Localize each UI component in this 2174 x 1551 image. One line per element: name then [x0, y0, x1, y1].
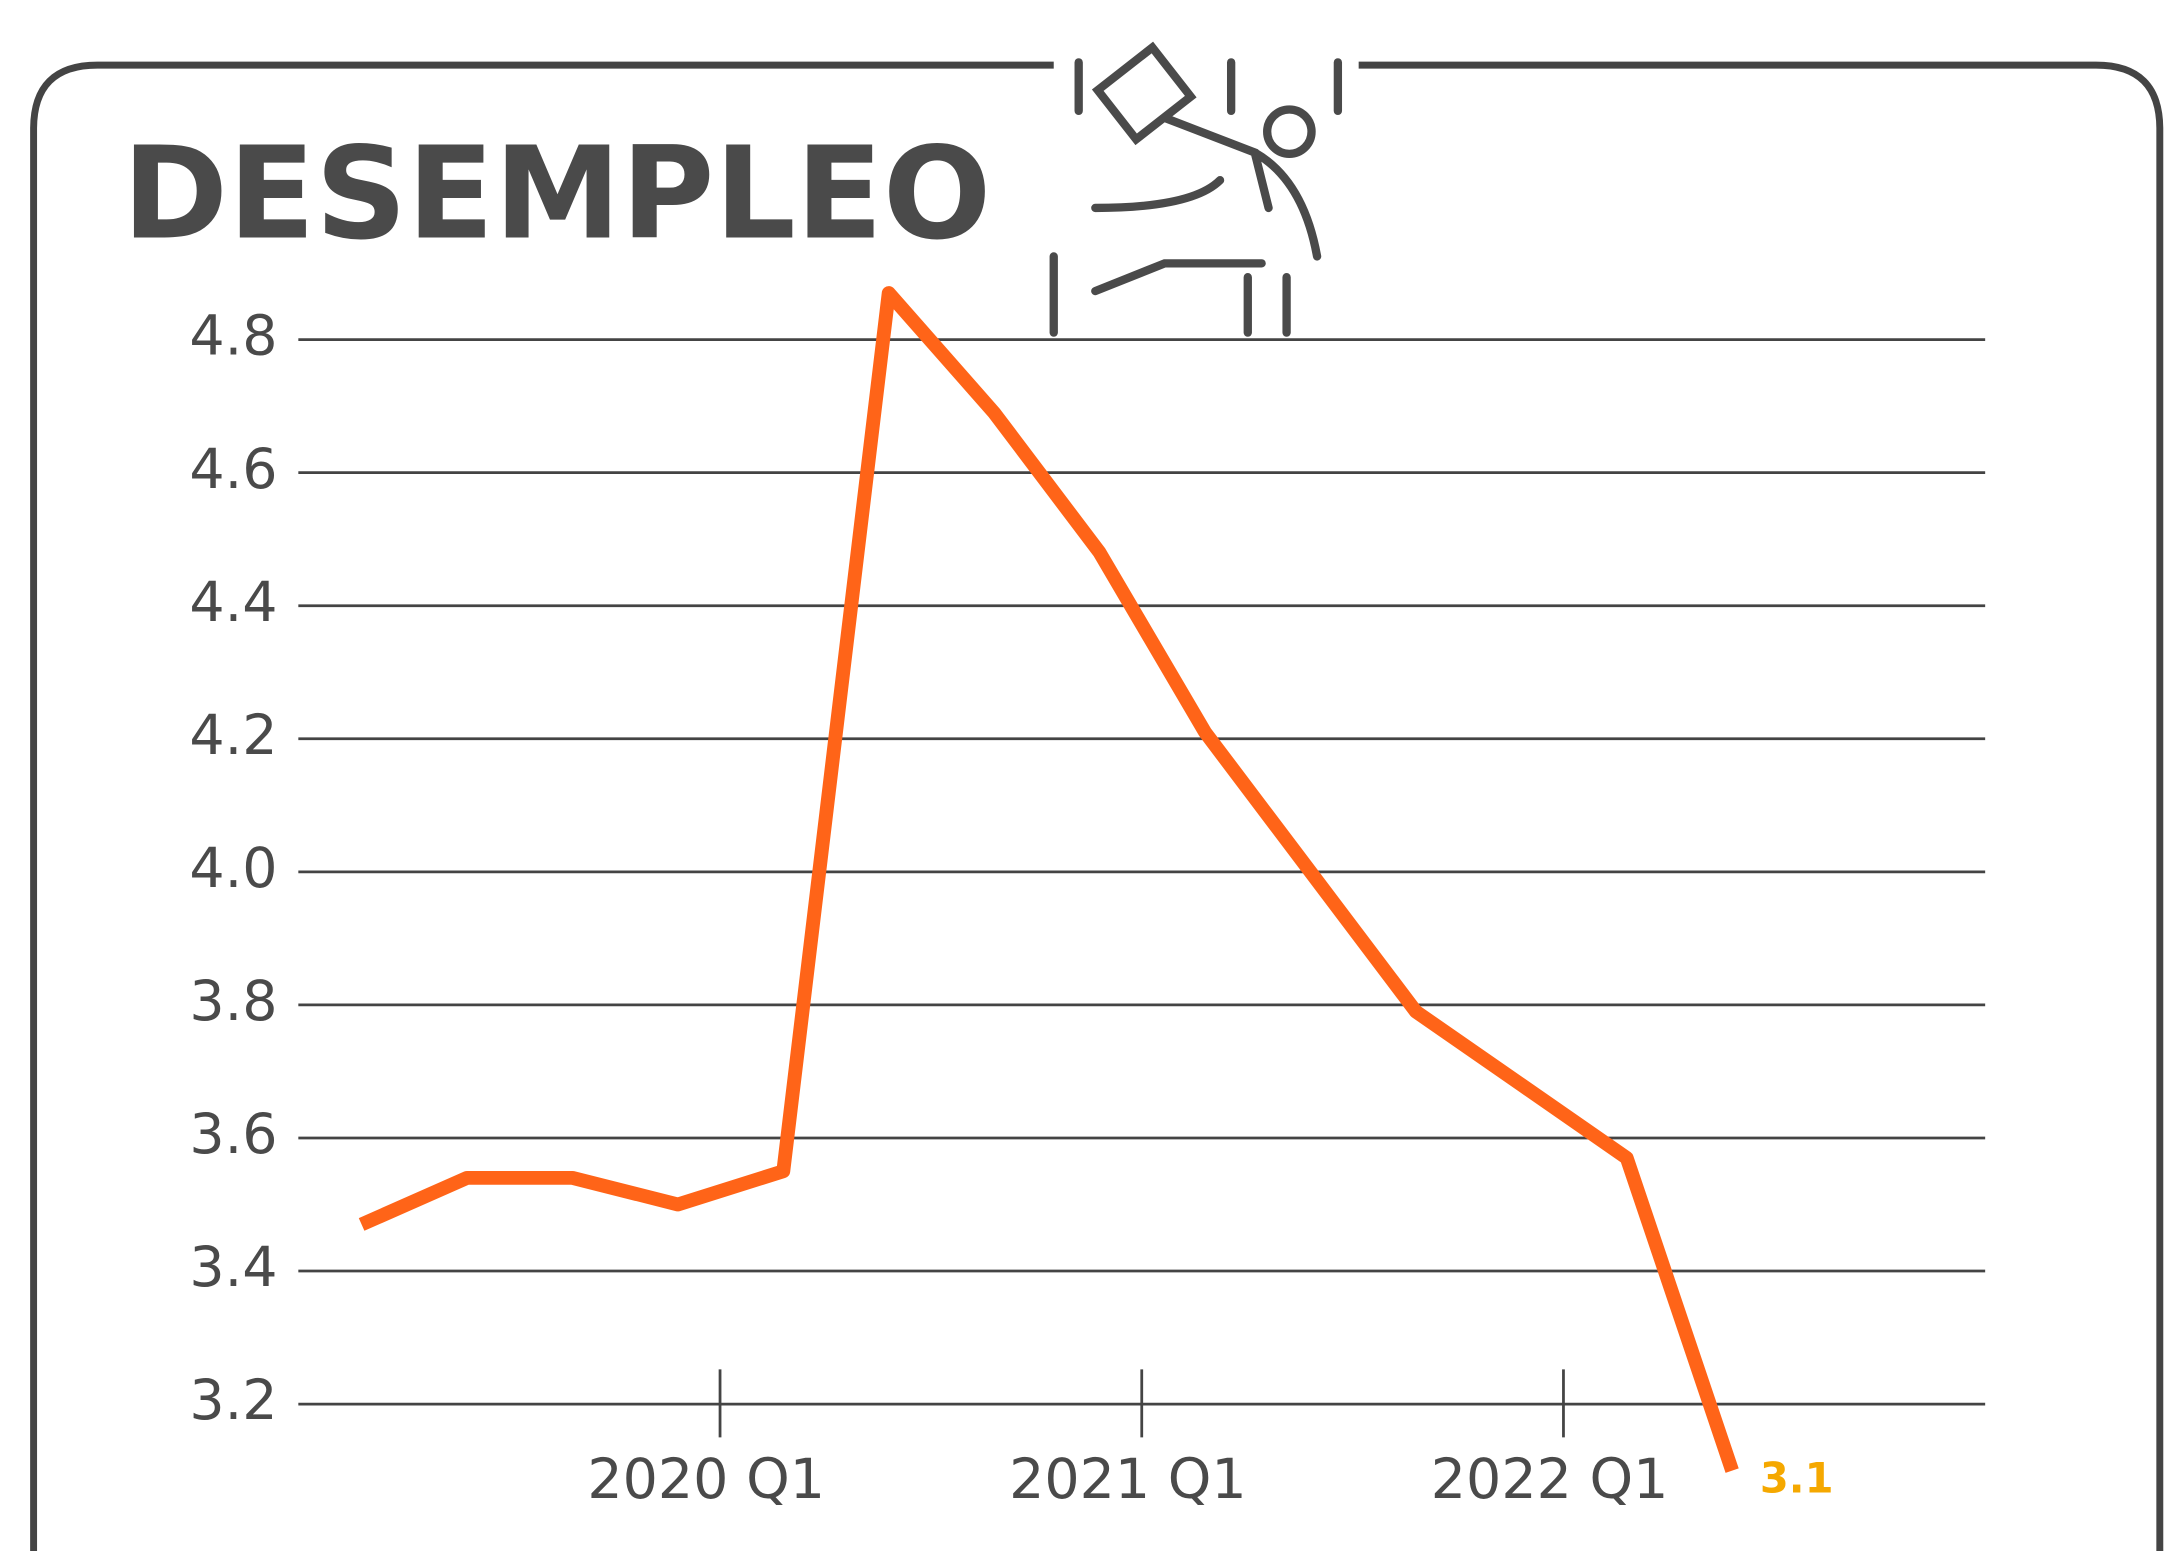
- y-tick-label: 3.8: [189, 970, 277, 1034]
- y-tick-label: 4.4: [189, 571, 277, 635]
- data-label: 3.1: [1760, 1454, 1834, 1503]
- chart-title: DESEMPLEO: [122, 121, 991, 269]
- x-tick-label: 2021 Q1: [1009, 1448, 1247, 1512]
- y-tick-label: 3.4: [189, 1236, 277, 1300]
- x-tick-label: 2022 Q1: [1431, 1448, 1669, 1512]
- y-tick-label: 3.2: [189, 1369, 277, 1433]
- y-tick-label: 4.8: [189, 305, 277, 369]
- y-tick-label: 4.0: [189, 837, 277, 901]
- frame: [30, 61, 2164, 1551]
- y-tick-label: 3.6: [189, 1103, 277, 1167]
- x-tick-label: 2020 Q1: [587, 1448, 825, 1512]
- y-tick-label: 4.2: [189, 704, 277, 768]
- y-tick-label: 4.6: [189, 438, 277, 502]
- icon: [1049, 41, 1343, 337]
- line: [358, 286, 1739, 1473]
